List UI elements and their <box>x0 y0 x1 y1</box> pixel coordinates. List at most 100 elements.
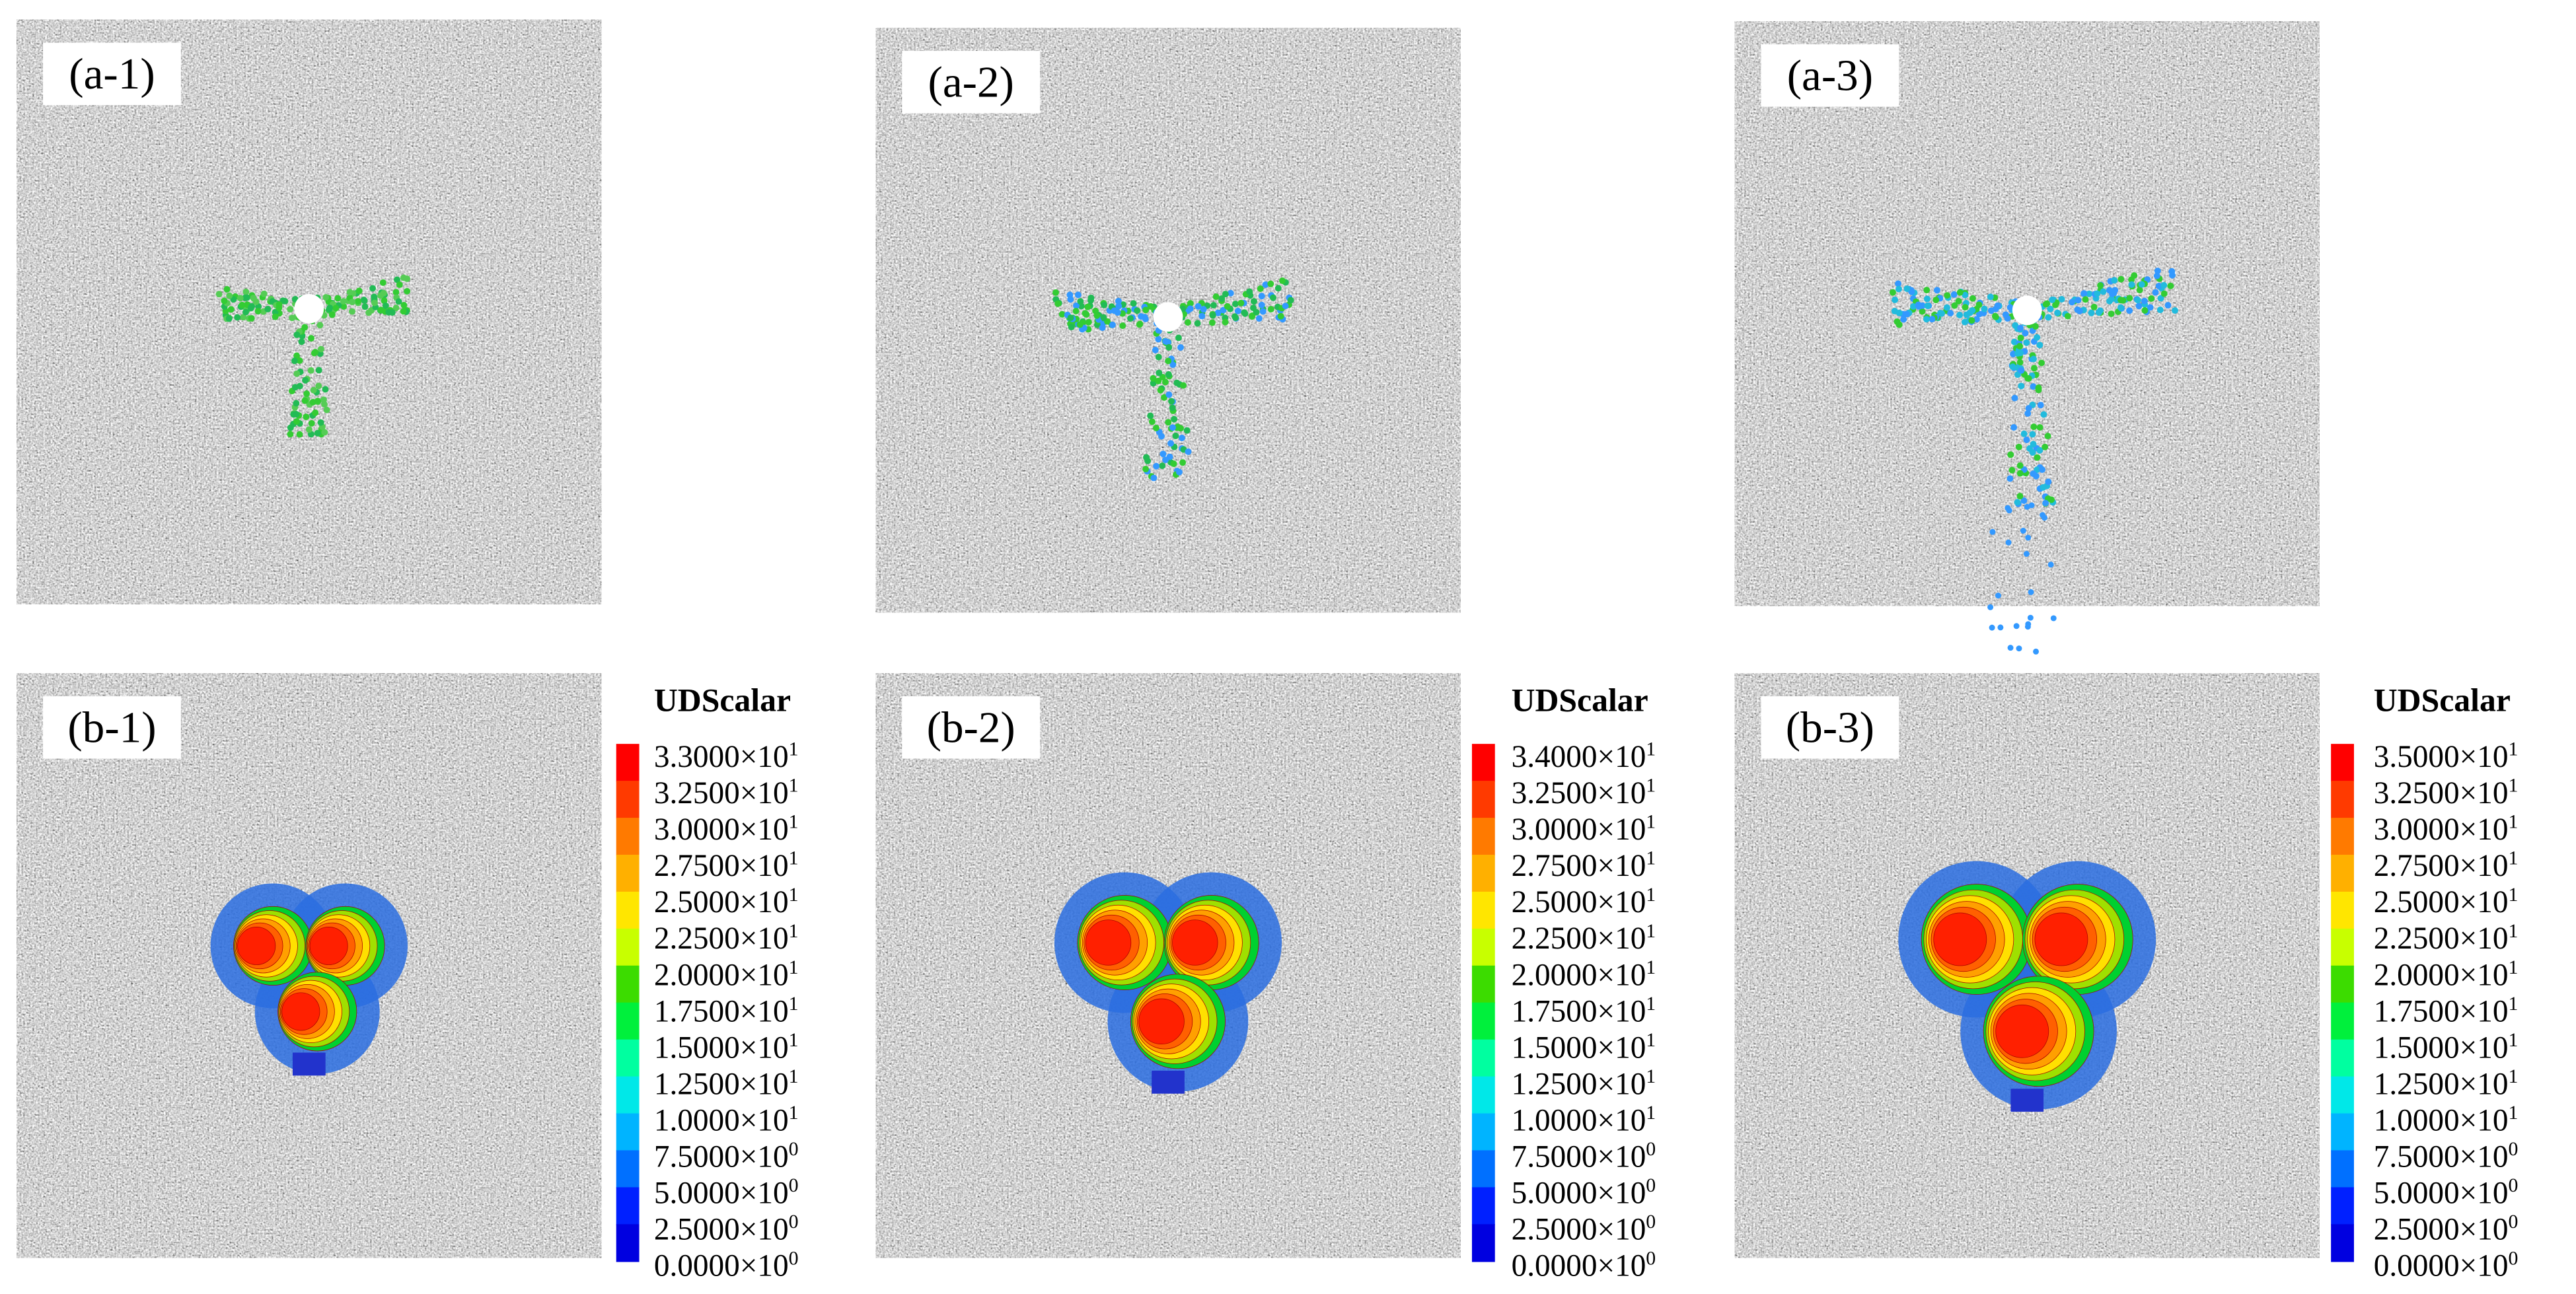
colorbar-band <box>2331 1224 2354 1262</box>
crack-particle <box>1054 300 1062 307</box>
colorbar-tick-label: 2.0000×101 <box>1512 956 1656 992</box>
tick-exponent: 1 <box>2508 738 2518 760</box>
tick-mantissa: 2.7500×10 <box>654 849 789 883</box>
tick-exponent: 1 <box>2508 920 2518 942</box>
crack-particle <box>2016 645 2022 652</box>
crack-particle <box>2136 287 2143 294</box>
crack-particle <box>1168 398 1175 405</box>
crack-particle <box>1155 336 1162 343</box>
crack-particle <box>243 294 250 301</box>
tick-mantissa: 1.0000×10 <box>2374 1103 2509 1137</box>
crack-particle <box>2040 411 2047 418</box>
crack-particle <box>2069 299 2075 306</box>
tick-mantissa: 2.5000×10 <box>654 885 789 919</box>
crack-particle <box>2008 466 2016 474</box>
tick-exponent: 1 <box>789 993 799 1015</box>
tick-mantissa: 2.0000×10 <box>654 958 789 992</box>
panel <box>17 19 602 604</box>
crack-particle <box>234 314 241 321</box>
crack-particle <box>1100 314 1107 321</box>
panel-label: (a-3) <box>1787 51 1873 100</box>
crack-particle <box>1903 310 1910 318</box>
crack-particle <box>404 275 411 282</box>
crack-particle <box>1895 285 1902 293</box>
panel-label: (a-1) <box>69 49 155 98</box>
crack-particle <box>1058 310 1066 318</box>
crack-particle <box>240 314 247 321</box>
crack-particle <box>1150 380 1157 387</box>
crack-particle <box>242 308 249 316</box>
crack-particle <box>2097 282 2104 289</box>
halo <box>2010 1089 2044 1112</box>
colorbar-band <box>2331 891 2354 930</box>
crack-particle <box>2023 339 2030 346</box>
colorbar-tick-label: 7.5000×100 <box>1512 1138 1656 1174</box>
crack-particle <box>2082 296 2089 303</box>
crack-particle <box>1150 474 1158 482</box>
colorbar-band <box>1471 1002 1495 1040</box>
crack-particle <box>1115 297 1122 305</box>
crack-particle <box>291 357 298 365</box>
tick-mantissa: 3.4000×10 <box>1512 740 1646 774</box>
crack-particle <box>215 291 223 298</box>
tick-mantissa: 1.7500×10 <box>1512 994 1646 1028</box>
crack-particle <box>1153 462 1160 470</box>
crack-particle <box>2011 394 2018 402</box>
crack-particle <box>354 298 361 305</box>
label-background <box>1761 696 1899 759</box>
tick-mantissa: 2.2500×10 <box>2374 921 2509 956</box>
crack-particle <box>1101 301 1108 308</box>
panel-label: (b-3) <box>1786 703 1874 752</box>
colorbar-band <box>2331 781 2354 819</box>
crack-particle <box>1152 424 1159 431</box>
crack-particle <box>296 357 303 364</box>
crack-particle <box>2128 281 2135 288</box>
colorbar-band <box>2331 1039 2354 1077</box>
crack-particle <box>2034 454 2041 461</box>
crack-particle <box>2050 615 2057 622</box>
tick-mantissa: 0.0000×10 <box>2374 1249 2509 1283</box>
crack-particle <box>1156 369 1163 377</box>
crack-particle <box>1250 305 1257 312</box>
crack-particle <box>2138 281 2145 288</box>
tick-exponent: 1 <box>1646 1102 1656 1124</box>
colorbar-tick-label: 2.2500×101 <box>2374 920 2519 956</box>
crack-particle <box>1892 296 1899 303</box>
crack-particle <box>2108 310 2115 318</box>
crack-particle <box>328 311 336 318</box>
tick-exponent: 1 <box>789 811 799 833</box>
crack-particle <box>312 349 319 356</box>
tick-mantissa: 2.2500×10 <box>1512 921 1646 956</box>
crack-particle <box>2058 296 2065 303</box>
crack-particle <box>2171 307 2178 314</box>
crack-particle <box>272 308 279 316</box>
tick-exponent: 0 <box>789 1247 799 1269</box>
tick-mantissa: 5.0000×10 <box>654 1176 789 1211</box>
colorbar-tick-label: 1.7500×101 <box>1512 993 1656 1028</box>
colorbar-tick-label: 1.7500×101 <box>654 993 799 1028</box>
colorbar-tick-label: 2.0000×101 <box>654 956 799 992</box>
crack-particle <box>1903 285 1911 293</box>
tick-mantissa: 2.5000×10 <box>1512 1213 1646 1247</box>
crack-particle <box>1073 302 1080 309</box>
crack-particle <box>1277 312 1284 320</box>
colorbar-tick-label: 3.2500×101 <box>654 775 799 810</box>
tick-exponent: 1 <box>2508 993 2518 1015</box>
crack-particle <box>2164 302 2172 309</box>
colorbar-tick-label: 2.7500×101 <box>1512 847 1656 883</box>
crack-particle <box>2017 334 2024 341</box>
crack-particle <box>1997 624 2004 631</box>
tick-mantissa: 0.0000×10 <box>654 1249 789 1283</box>
crack-particle <box>1234 307 1241 314</box>
crack-particle <box>2025 405 2032 412</box>
tick-mantissa: 2.0000×10 <box>2374 958 2509 992</box>
crack-particle <box>1067 314 1074 322</box>
colorbar-band <box>616 1224 640 1262</box>
tick-exponent: 1 <box>789 847 799 869</box>
tick-exponent: 1 <box>1646 811 1656 833</box>
crack-particle <box>2042 499 2049 507</box>
crack-particle <box>2025 375 2032 382</box>
crack-particle <box>349 299 356 306</box>
crack-particle <box>2013 623 2020 629</box>
tick-exponent: 1 <box>1646 1065 1656 1087</box>
